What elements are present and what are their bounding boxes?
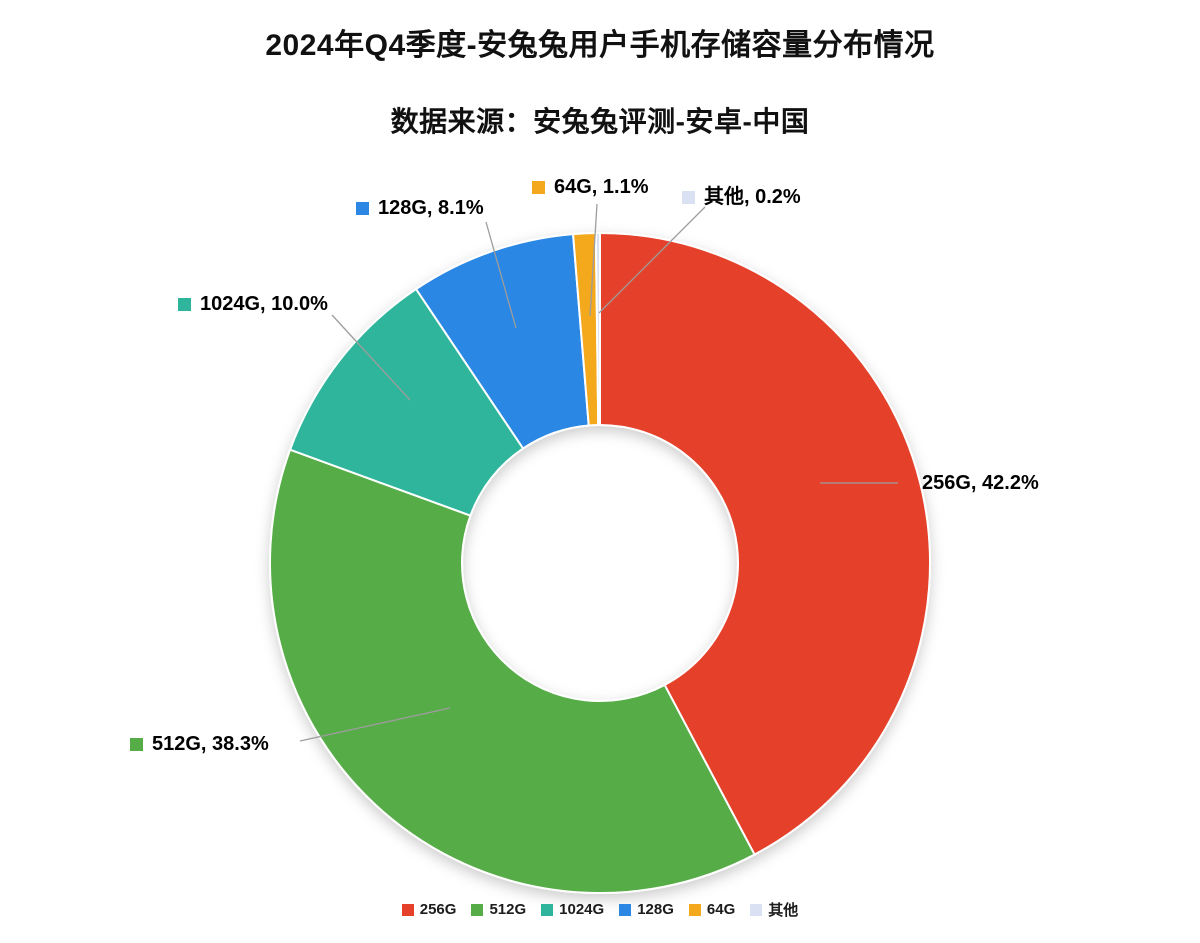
callout-marker-256g-icon xyxy=(900,476,913,490)
legend-item-128g: 128G xyxy=(619,901,674,918)
legend-marker-256g-icon xyxy=(401,903,414,916)
legend-label-256g: 256G xyxy=(419,901,457,918)
callout-other: 其他, 0.2% xyxy=(682,185,801,209)
legend-label-512g: 512G xyxy=(489,901,527,918)
legend-label-64g: 64G xyxy=(706,901,736,918)
slice-256G xyxy=(599,231,931,856)
legend-marker-512g-icon xyxy=(471,903,484,916)
slice-512G xyxy=(269,448,756,894)
callout-label-other: 其他, 0.2% xyxy=(704,186,801,208)
callout-64g: 64G, 1.1% xyxy=(532,175,649,199)
chart-subtitle: 数据来源：安兔兔评测-安卓-中国 xyxy=(390,106,810,137)
callout-label-128g: 128G, 8.1% xyxy=(378,197,484,219)
callout-512g: 512G, 38.3% xyxy=(130,732,269,756)
legend: 256G 512G 1024G 128G 64G 其他 xyxy=(0,899,1200,920)
callout-marker-512g-icon xyxy=(130,737,143,751)
leader-line-64g xyxy=(589,203,598,317)
callout-label-512g: 512G, 38.3% xyxy=(152,733,269,755)
slice-其他 xyxy=(594,231,601,427)
legend-label-1024g: 1024G xyxy=(559,901,605,918)
legend-item-64g: 64G xyxy=(688,901,736,918)
callout-label-64g: 64G, 1.1% xyxy=(554,176,649,198)
donut-slices xyxy=(269,231,931,894)
legend-item-1024g: 1024G xyxy=(541,901,604,918)
callout-marker-64g-icon xyxy=(532,180,545,194)
legend-item-256g: 256G xyxy=(401,901,457,918)
legend-item-512g: 512G xyxy=(471,901,526,918)
leader-line-other xyxy=(598,206,706,314)
legend-marker-128g-icon xyxy=(619,903,632,916)
callout-256g: 256G, 42.2% xyxy=(900,471,1039,495)
legend-label-128g: 128G xyxy=(637,901,674,918)
callout-128g: 128G, 8.1% xyxy=(356,196,484,220)
callout-marker-1024g-icon xyxy=(178,297,191,311)
callout-marker-other-icon xyxy=(682,190,695,204)
callout-marker-128g-icon xyxy=(356,201,369,215)
leader-line-512g xyxy=(299,707,451,742)
legend-marker-1024g-icon xyxy=(541,903,554,916)
callout-label-256g: 256G, 42.2% xyxy=(922,472,1039,494)
legend-marker-other-icon xyxy=(750,903,763,916)
slice-1024G xyxy=(288,287,525,517)
legend-marker-64g-icon xyxy=(688,903,701,916)
legend-label-other: 其他 xyxy=(768,902,799,919)
legend-item-other: 其他 xyxy=(750,899,798,920)
callout-1024g: 1024G, 10.0% xyxy=(178,292,328,316)
chart-title: 2024年Q4季度-安兔兔用户手机存储容量分布情况 xyxy=(265,29,935,62)
leader-line-128g xyxy=(485,221,517,329)
callout-label-1024g: 1024G, 10.0% xyxy=(200,293,328,315)
leader-line-1024g xyxy=(331,314,411,401)
